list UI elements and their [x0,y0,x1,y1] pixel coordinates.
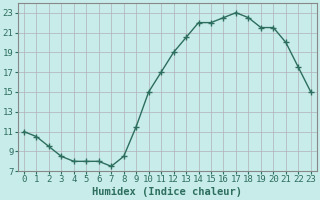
X-axis label: Humidex (Indice chaleur): Humidex (Indice chaleur) [92,187,242,197]
